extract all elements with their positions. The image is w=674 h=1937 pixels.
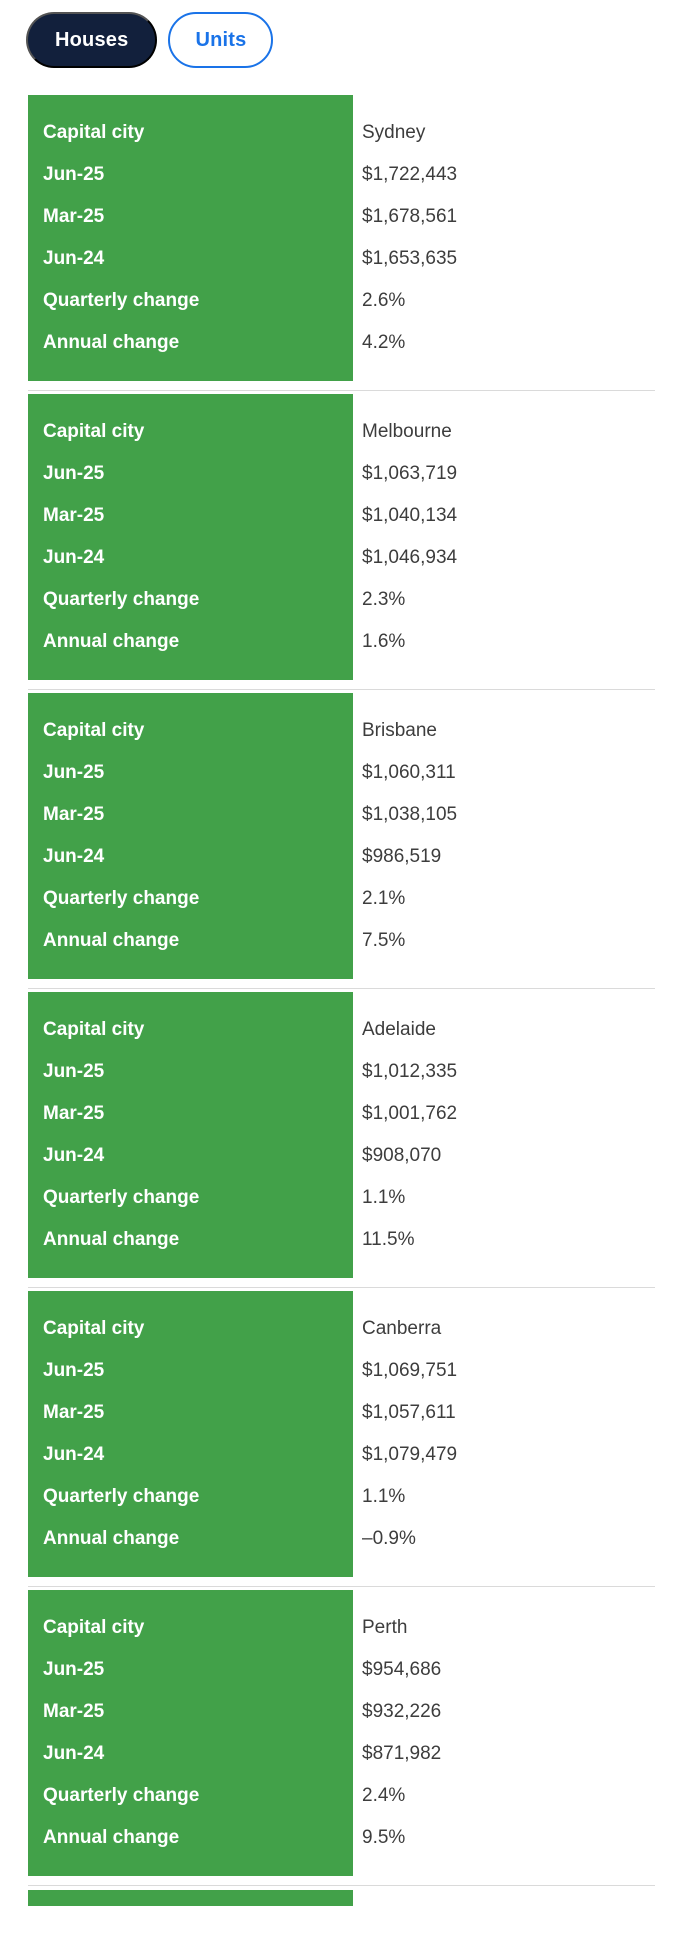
row-value: $1,063,719 [362, 462, 458, 484]
row-label: Jun-24 [43, 247, 105, 269]
price-table: Capital city Jun-25 Mar-25 Jun-24 Quarterly … [28, 92, 655, 1906]
row-value: $871,982 [362, 1742, 442, 1764]
row-label: Jun-24 [43, 1443, 105, 1465]
tab-houses[interactable]: Houses [26, 12, 158, 68]
row-label: Annual change [43, 1527, 180, 1549]
label-column [28, 1890, 353, 1906]
row-value: $908,070 [362, 1144, 442, 1166]
row-value: $1,069,751 [362, 1359, 458, 1381]
row-label: Capital city [43, 1018, 145, 1040]
row-label: Capital city [43, 1616, 145, 1638]
row-label: Jun-25 [43, 163, 105, 185]
row-label: Quarterly change [43, 588, 200, 610]
value-column: Canberra $1,069,751 $1,057,611 $1,079,479 1.… [353, 1291, 655, 1577]
row-value: $1,653,635 [362, 247, 458, 269]
city-name-value: Brisbane [362, 719, 437, 741]
tab-units[interactable]: Units [168, 12, 274, 68]
row-label: Quarterly change [43, 1784, 200, 1806]
row-label: Capital city [43, 719, 145, 741]
row-label: Quarterly change [43, 289, 200, 311]
label-column: Capital city Jun-25 Mar-25 Jun-24 Quarterly … [28, 992, 353, 1278]
city-section-brisbane: Capital city Jun-25 Mar-25 Jun-24 Quarterly … [28, 690, 655, 989]
row-value: 7.5% [362, 929, 406, 951]
row-value: 2.1% [362, 887, 406, 909]
label-column: Capital city Jun-25 Mar-25 Jun-24 Quarterly … [28, 1590, 353, 1876]
row-label: Annual change [43, 630, 180, 652]
row-value: $1,057,611 [362, 1401, 456, 1423]
city-name-value: Adelaide [362, 1018, 436, 1040]
row-label: Jun-24 [43, 1144, 105, 1166]
row-value: 1.1% [362, 1186, 406, 1208]
row-value: $1,012,335 [362, 1060, 458, 1082]
row-value: 9.5% [362, 1826, 406, 1848]
row-label: Jun-25 [43, 462, 105, 484]
tab-houses-label: Houses [55, 28, 129, 51]
row-value: $932,226 [362, 1700, 442, 1722]
row-label: Mar-25 [43, 205, 105, 227]
value-column: Brisbane $1,060,311 $1,038,105 $986,519 2.1%… [353, 693, 655, 979]
row-value: 4.2% [362, 331, 406, 353]
city-name-value: Sydney [362, 121, 426, 143]
value-column: Adelaide $1,012,335 $1,001,762 $908,070 1.1%… [353, 992, 655, 1278]
row-value: 2.4% [362, 1784, 406, 1806]
row-value: $986,519 [362, 845, 442, 867]
row-label: Capital city [43, 420, 145, 442]
row-value: $954,686 [362, 1658, 442, 1680]
row-label: Jun-24 [43, 546, 105, 568]
row-label: Mar-25 [43, 1102, 105, 1124]
value-column: Melbourne $1,063,719 $1,040,134 $1,046,934 2… [353, 394, 655, 680]
label-column: Capital city Jun-25 Mar-25 Jun-24 Quarterly … [28, 1291, 353, 1577]
row-label: Mar-25 [43, 1401, 105, 1423]
row-label: Jun-25 [43, 761, 105, 783]
row-label: Mar-25 [43, 1700, 105, 1722]
row-value: 1.6% [362, 630, 406, 652]
city-name-value: Melbourne [362, 420, 452, 442]
city-section-perth: Capital city Jun-25 Mar-25 Jun-24 Quarterly … [28, 1587, 655, 1886]
tab-units-label: Units [195, 28, 247, 51]
value-column [353, 1890, 655, 1906]
row-value: $1,678,561 [362, 205, 458, 227]
city-section-canberra: Capital city Jun-25 Mar-25 Jun-24 Quarterly … [28, 1288, 655, 1587]
row-label: Annual change [43, 1228, 180, 1250]
city-section-sydney: Capital city Jun-25 Mar-25 Jun-24 Quarterly … [28, 92, 655, 391]
row-label: Annual change [43, 1826, 180, 1848]
row-label: Jun-24 [43, 845, 105, 867]
city-name-value: Canberra [362, 1317, 442, 1339]
row-value: $1,079,479 [362, 1443, 458, 1465]
house-unit-toggle: Houses Units [0, 0, 674, 68]
label-column: Capital city Jun-25 Mar-25 Jun-24 Quarterly … [28, 394, 353, 680]
row-value: 1.1% [362, 1485, 406, 1507]
row-value: –0.9% [362, 1527, 416, 1549]
row-label: Annual change [43, 331, 180, 353]
row-label: Jun-25 [43, 1060, 105, 1082]
label-column: Capital city Jun-25 Mar-25 Jun-24 Quarterly … [28, 693, 353, 979]
row-value: 2.3% [362, 588, 406, 610]
row-label: Capital city [43, 1317, 145, 1339]
row-label: Mar-25 [43, 504, 105, 526]
city-section-partial [28, 1886, 655, 1906]
row-value: $1,038,105 [362, 803, 458, 825]
row-value: $1,040,134 [362, 504, 458, 526]
row-label: Jun-25 [43, 1359, 105, 1381]
row-value: 11.5% [362, 1228, 415, 1250]
row-label: Quarterly change [43, 1186, 200, 1208]
value-column: Sydney $1,722,443 $1,678,561 $1,653,635 2.6%… [353, 95, 655, 381]
city-section-adelaide: Capital city Jun-25 Mar-25 Jun-24 Quarterly … [28, 989, 655, 1288]
row-value: $1,046,934 [362, 546, 458, 568]
row-value: $1,722,443 [362, 163, 458, 185]
city-name-value: Perth [362, 1616, 408, 1638]
row-label: Jun-24 [43, 1742, 105, 1764]
row-label: Capital city [43, 121, 145, 143]
row-label: Quarterly change [43, 1485, 200, 1507]
row-value: 2.6% [362, 289, 406, 311]
row-label: Mar-25 [43, 803, 105, 825]
row-label: Jun-25 [43, 1658, 105, 1680]
row-label: Annual change [43, 929, 180, 951]
row-value: $1,001,762 [362, 1102, 458, 1124]
city-section-melbourne: Capital city Jun-25 Mar-25 Jun-24 Quarterly … [28, 391, 655, 690]
row-label: Quarterly change [43, 887, 200, 909]
row-value: $1,060,311 [362, 761, 456, 783]
label-column: Capital city Jun-25 Mar-25 Jun-24 Quarterly … [28, 95, 353, 381]
value-column: Perth $954,686 $932,226 $871,982 2.4% 9.5% [353, 1590, 655, 1876]
